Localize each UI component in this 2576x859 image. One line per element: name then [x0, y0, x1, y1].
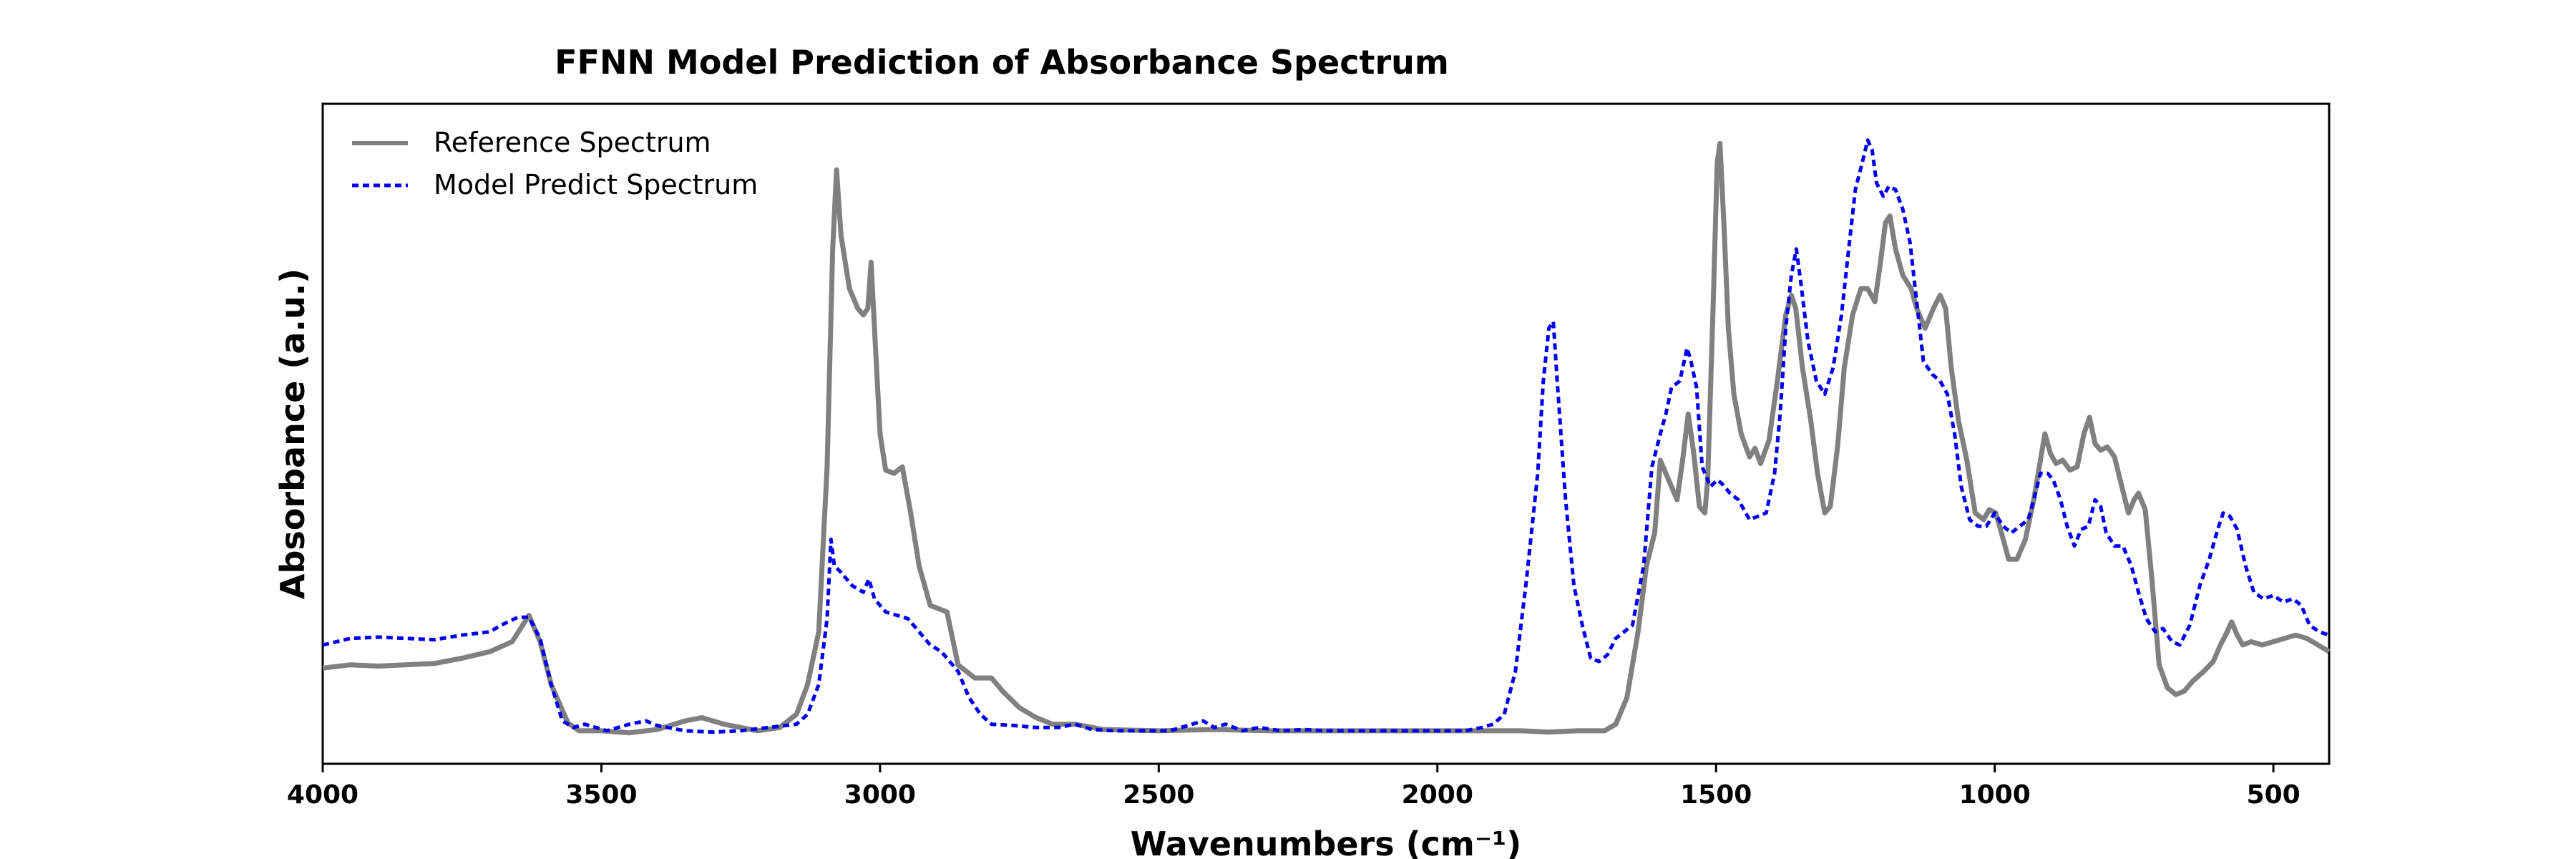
x-tick-label: 2000 [1402, 780, 1473, 810]
x-tick-label: 2500 [1123, 780, 1194, 810]
series-layer [322, 138, 2331, 736]
x-tick-label: 3500 [565, 780, 637, 810]
x-tick-label: 4000 [287, 780, 358, 810]
x-tick-label: 1500 [1680, 780, 1752, 810]
plot-frame [321, 102, 2331, 765]
plot-area: 4000 3500 3000 2500 2000 1500 1000 500 [287, 102, 2331, 810]
y-axis-label: Absorbance (a.u.) [273, 268, 312, 599]
chart-title: FFNN Model Prediction of Absorbance Spec… [555, 43, 1449, 82]
x-tick-label: 3000 [844, 780, 916, 810]
legend: Reference Spectrum Model Predict Spectru… [352, 127, 758, 200]
x-tick-label: 500 [2247, 780, 2301, 810]
series-line-reference [322, 140, 2331, 736]
legend-label-reference: Reference Spectrum [434, 127, 711, 158]
x-axis-ticks: 4000 3500 3000 2500 2000 1500 1000 500 [287, 764, 2301, 810]
series-line-predicted [322, 138, 2330, 734]
x-axis-label: Wavenumbers (cm⁻¹) [1131, 825, 1522, 859]
x-tick-label: 1000 [1959, 780, 2031, 810]
legend-label-predicted: Model Predict Spectrum [434, 169, 758, 200]
